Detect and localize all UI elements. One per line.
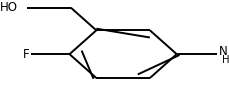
Text: F: F xyxy=(23,48,29,61)
Text: H: H xyxy=(221,55,229,65)
Text: N: N xyxy=(218,45,226,58)
Text: HO: HO xyxy=(0,1,18,14)
